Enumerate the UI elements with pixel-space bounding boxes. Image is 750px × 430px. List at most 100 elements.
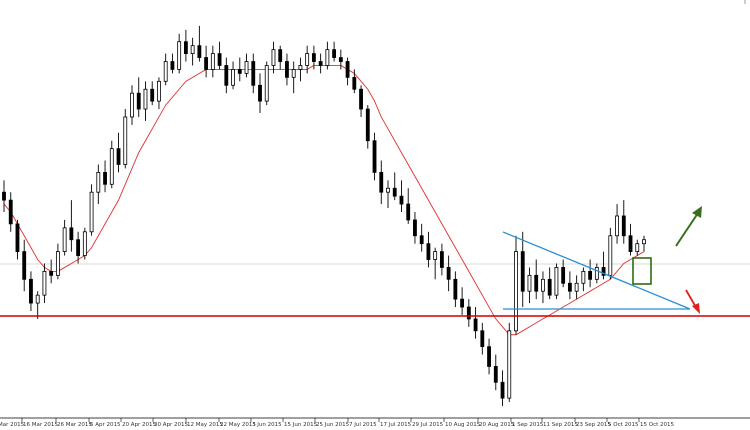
candle-body xyxy=(473,318,478,332)
candle-body xyxy=(231,69,235,86)
candle xyxy=(419,223,424,252)
candle-body xyxy=(251,61,256,86)
candle-body xyxy=(433,251,438,260)
candle-body xyxy=(608,235,613,276)
candle-body xyxy=(574,282,579,292)
candle-body xyxy=(130,92,134,118)
candle xyxy=(433,247,438,280)
candle-body xyxy=(561,267,566,284)
candle xyxy=(514,235,518,335)
candle-body xyxy=(103,171,107,185)
candle xyxy=(554,263,559,300)
x-tick-label: 17 Jul 2015 xyxy=(380,422,412,428)
candle-body xyxy=(271,49,276,66)
candle xyxy=(547,267,552,300)
candle xyxy=(507,322,512,403)
candle xyxy=(541,271,545,304)
candle xyxy=(42,263,47,304)
candle-body xyxy=(514,251,518,332)
x-tick-label: 11 Sep 2015 xyxy=(543,422,578,428)
x-tick-label: 20 Aug 2015 xyxy=(479,422,515,428)
candle-body xyxy=(547,278,552,296)
candle-body xyxy=(615,215,619,237)
candle-body xyxy=(460,298,465,308)
candle-body xyxy=(621,215,626,237)
candle-body xyxy=(298,65,303,70)
candle-body xyxy=(466,306,471,320)
candle xyxy=(82,227,87,260)
candle-body xyxy=(177,41,182,70)
candle xyxy=(150,81,155,106)
candle xyxy=(8,192,13,232)
candle-body xyxy=(143,88,148,110)
candle xyxy=(69,200,74,252)
candle-body xyxy=(49,270,54,276)
candle-body xyxy=(446,267,451,280)
candle xyxy=(244,53,249,78)
candle-body xyxy=(439,251,444,268)
x-tick-label: 15 Jun 2015 xyxy=(284,422,318,428)
candle xyxy=(278,45,283,70)
x-tick-label: 10 Aug 2015 xyxy=(445,422,481,428)
candle xyxy=(109,140,114,189)
candle-body xyxy=(116,148,121,165)
candle xyxy=(136,77,141,117)
candle-body xyxy=(406,203,411,221)
candle-body xyxy=(197,45,202,58)
candle xyxy=(520,231,525,308)
candle xyxy=(217,41,222,70)
candle-body xyxy=(22,251,27,280)
candle xyxy=(183,29,188,62)
candle xyxy=(439,243,444,276)
candle-body xyxy=(285,61,289,78)
candle-body xyxy=(244,61,249,74)
candle-body xyxy=(426,243,431,260)
x-tick-label: 22 May 2015 xyxy=(220,422,256,428)
candle-body xyxy=(453,278,458,300)
candle xyxy=(365,105,370,149)
candle xyxy=(399,180,404,212)
x-tick-label: 3 Jun 2015 xyxy=(252,422,282,428)
candle xyxy=(143,81,148,121)
candle-body xyxy=(204,57,209,70)
candle-body xyxy=(601,267,606,276)
candle-body xyxy=(359,88,363,110)
x-tick-label: 25 Jun 2015 xyxy=(316,422,350,428)
candle xyxy=(406,188,411,224)
candle xyxy=(426,231,431,268)
candle xyxy=(298,57,303,82)
moving-average-line xyxy=(3,65,645,336)
candle-body xyxy=(2,191,6,201)
candle-body xyxy=(534,274,539,292)
candle xyxy=(338,49,343,70)
candle-body xyxy=(480,330,485,348)
candle-body xyxy=(332,49,337,58)
candle-body xyxy=(76,239,81,256)
candle xyxy=(534,259,539,300)
candle xyxy=(466,299,471,327)
candle-body xyxy=(635,243,640,252)
candle xyxy=(15,219,20,260)
candle xyxy=(224,57,229,94)
x-tick-label: 20 Apr 2015 xyxy=(122,422,157,428)
candle-body xyxy=(123,116,128,165)
candle-body xyxy=(150,88,155,102)
candle xyxy=(487,338,491,375)
triangle-upper-line xyxy=(502,231,691,310)
candle-body xyxy=(594,267,599,280)
candle xyxy=(49,259,54,284)
candle xyxy=(413,212,417,244)
candle xyxy=(453,271,458,308)
candle xyxy=(500,370,505,407)
candle xyxy=(35,291,40,319)
up-arrow-shaft xyxy=(675,212,699,247)
candle xyxy=(190,37,195,66)
candle xyxy=(480,322,485,355)
candle-body xyxy=(386,187,390,193)
candle-body xyxy=(258,84,262,102)
candle xyxy=(386,180,390,209)
candle-body xyxy=(15,223,20,253)
candle-body xyxy=(224,65,229,86)
